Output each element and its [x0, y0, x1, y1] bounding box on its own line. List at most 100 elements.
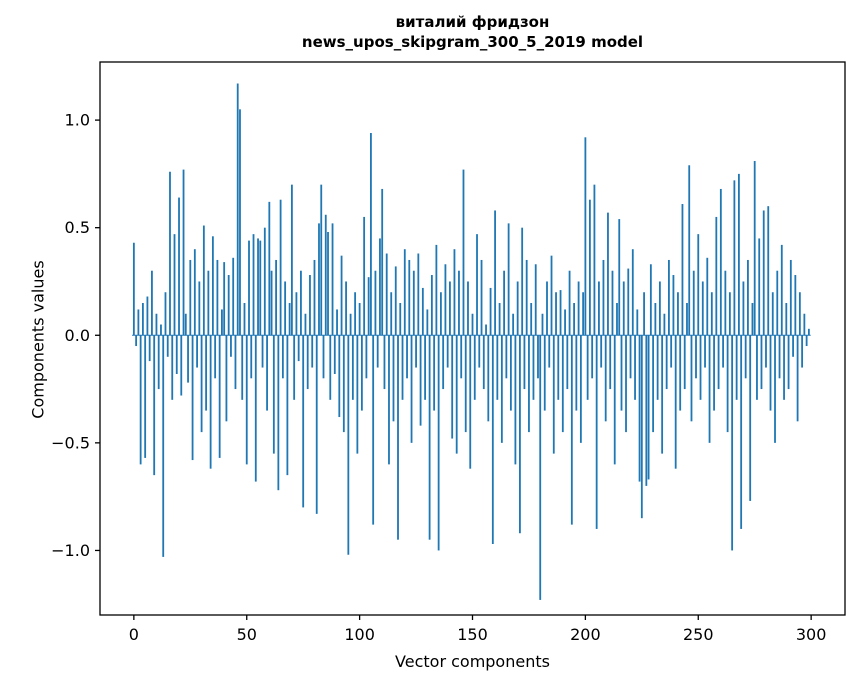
bar: [645, 335, 648, 486]
bar: [331, 223, 334, 336]
bar: [383, 335, 386, 390]
bar: [640, 335, 643, 519]
bar: [494, 210, 496, 336]
bar: [663, 313, 666, 336]
bar: [279, 199, 282, 336]
bar: [354, 292, 357, 336]
bar: [579, 335, 582, 443]
bar: [388, 335, 390, 465]
x-tick-label: 150: [457, 625, 488, 644]
bar: [593, 184, 596, 336]
bar: [681, 204, 684, 336]
bar: [381, 188, 384, 336]
bar: [726, 335, 729, 433]
bar: [636, 309, 639, 336]
bar: [478, 335, 481, 368]
bar: [566, 335, 569, 390]
bar: [604, 335, 607, 422]
bar: [686, 303, 688, 336]
bar: [534, 264, 537, 336]
x-tick-label: 250: [683, 625, 714, 644]
bar: [708, 335, 711, 443]
bar: [740, 335, 743, 529]
bar: [196, 335, 198, 368]
bar: [627, 268, 630, 336]
bar: [442, 335, 445, 390]
bar: [263, 227, 266, 336]
bar: [315, 335, 318, 514]
bar: [771, 292, 774, 336]
bar: [670, 335, 673, 368]
bar: [193, 249, 196, 336]
bar: [798, 292, 801, 336]
bar: [473, 335, 476, 400]
bar: [424, 335, 426, 400]
bar: [774, 335, 776, 443]
bar: [290, 184, 293, 336]
bar: [399, 303, 402, 336]
bar: [236, 83, 239, 336]
bar: [611, 270, 614, 336]
bar: [243, 303, 246, 336]
bar: [392, 335, 395, 422]
bar: [573, 303, 575, 336]
bar: [230, 335, 232, 357]
bar: [277, 335, 280, 491]
bar: [430, 275, 433, 336]
bar: [616, 303, 618, 336]
bar: [765, 335, 767, 368]
bar: [184, 313, 187, 336]
bar: [144, 335, 147, 458]
bar: [532, 335, 535, 400]
y-tick-label: −1.0: [51, 541, 90, 560]
x-tick-label: 300: [796, 625, 827, 644]
bar: [607, 212, 609, 336]
bar: [561, 335, 564, 433]
bar: [559, 290, 562, 336]
bar: [683, 335, 686, 390]
bar: [349, 313, 352, 336]
chart-title-line1: виталий фридзон: [395, 13, 550, 31]
bar: [417, 253, 420, 336]
bar: [363, 216, 366, 336]
bar: [776, 270, 779, 336]
bar: [778, 335, 781, 379]
bar: [742, 281, 745, 336]
y-tick-label: 1.0: [65, 111, 90, 130]
bar: [259, 240, 262, 336]
bar: [807, 328, 810, 336]
x-axis-label: Vector components: [395, 652, 550, 671]
bar: [408, 259, 411, 336]
bar: [613, 335, 616, 465]
bar: [584, 137, 587, 336]
bar: [733, 180, 736, 336]
x-tick-label: 100: [344, 625, 375, 644]
bar: [370, 133, 372, 336]
bar: [661, 335, 664, 454]
bar: [268, 201, 271, 336]
bar: [656, 335, 659, 400]
bar: [367, 277, 370, 336]
bar: [406, 335, 408, 379]
bar: [541, 313, 544, 336]
bar: [322, 335, 325, 379]
bar: [516, 281, 519, 336]
bar: [751, 303, 754, 336]
bar: [724, 270, 727, 336]
bar: [487, 335, 490, 422]
bar: [146, 296, 149, 336]
bar: [252, 234, 255, 336]
bar: [543, 335, 546, 411]
bar: [160, 324, 162, 336]
bar: [191, 335, 194, 461]
bar: [132, 242, 135, 336]
bar: [250, 335, 253, 379]
bar: [137, 309, 140, 336]
bar: [218, 335, 221, 458]
bar: [785, 303, 788, 336]
y-tick-label: 0.0: [65, 326, 90, 345]
bar: [178, 197, 180, 336]
bar: [313, 259, 316, 336]
bar: [555, 292, 557, 336]
